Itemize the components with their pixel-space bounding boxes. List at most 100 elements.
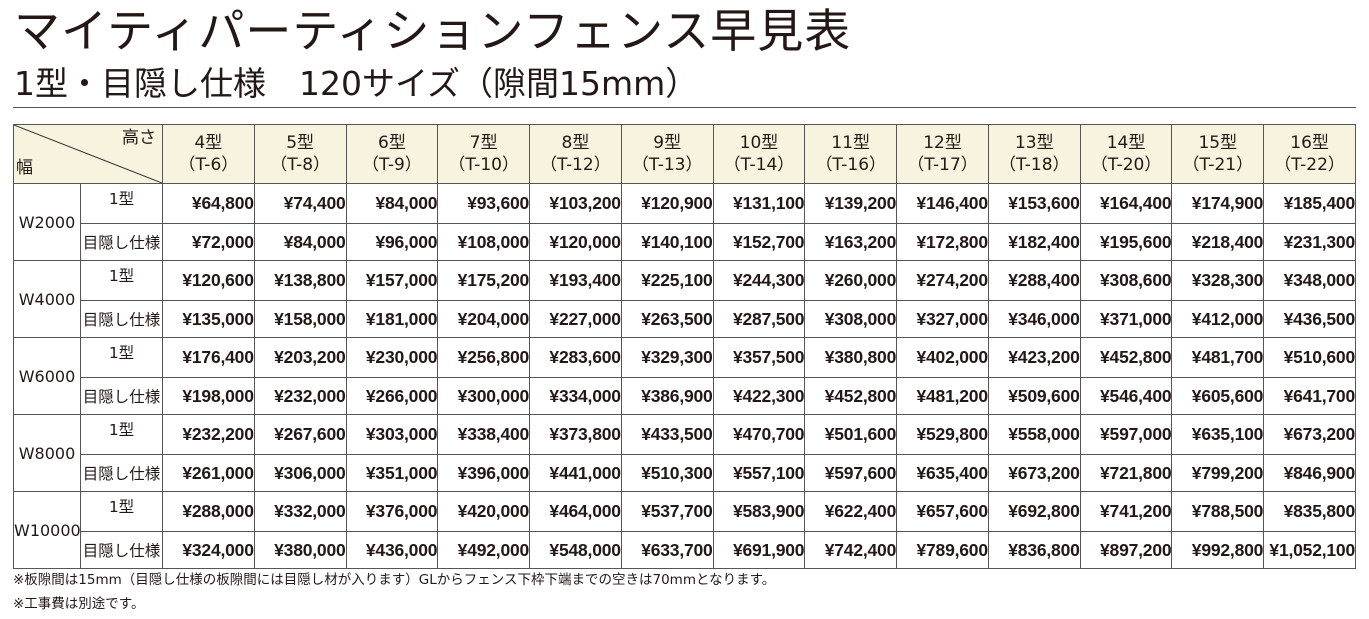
- price-cell: ¥597,600: [804, 454, 898, 492]
- spec-label: 目隠し仕様: [80, 300, 163, 338]
- price-cell: ¥157,000: [345, 260, 439, 301]
- price-cell: ¥1,052,100: [1263, 531, 1356, 569]
- price-cell: ¥232,200: [162, 414, 255, 455]
- price-cell: ¥396,000: [437, 454, 531, 492]
- price-cell: ¥225,100: [620, 260, 714, 301]
- price-cell: ¥244,300: [712, 260, 806, 301]
- price-cell: ¥175,200: [437, 260, 531, 301]
- column-header: 12型 （T-17）: [896, 124, 989, 184]
- price-cell: ¥288,400: [987, 260, 1081, 301]
- price-cell: ¥283,600: [529, 337, 622, 378]
- price-cell: ¥198,000: [162, 377, 255, 415]
- price-cell: ¥402,000: [896, 337, 989, 378]
- price-cell: ¥464,000: [529, 491, 622, 532]
- price-cell: ¥558,000: [987, 414, 1081, 455]
- price-cell: ¥357,500: [712, 337, 806, 378]
- price-cell: ¥436,500: [1263, 300, 1356, 338]
- price-cell: ¥835,800: [1263, 491, 1356, 532]
- price-cell: ¥93,600: [437, 183, 531, 224]
- price-cell: ¥139,200: [804, 183, 898, 224]
- table-row: 目隠し仕様 ¥324,000 ¥380,000 ¥436,000 ¥492,000 ¥54…: [14, 531, 1356, 569]
- price-cell: ¥308,000: [804, 300, 898, 338]
- price-cell: ¥158,000: [253, 300, 347, 338]
- column-header: 15型 （T-21）: [1171, 124, 1265, 184]
- price-cell: ¥74,400: [253, 183, 347, 224]
- price-cell: ¥300,000: [437, 377, 531, 415]
- width-label: W6000: [13, 337, 81, 415]
- column-header: 6型 （T-9）: [345, 124, 439, 184]
- price-cell: ¥441,000: [529, 454, 622, 492]
- spec-label: 1型: [80, 414, 163, 455]
- price-cell: ¥742,400: [804, 531, 898, 569]
- diagonal-line-icon: [14, 125, 162, 183]
- price-cell: ¥174,900: [1171, 183, 1265, 224]
- price-cell: ¥380,000: [253, 531, 347, 569]
- price-cell: ¥641,700: [1263, 377, 1356, 415]
- price-table: 高さ 幅 4型 （T-6） 5型 （T-8） 6型 （T-9） 7型 （T-10） 8型…: [13, 124, 1356, 569]
- price-cell: ¥72,000: [162, 223, 255, 261]
- corner-header-cell: 高さ 幅: [13, 124, 163, 184]
- price-cell: ¥287,500: [712, 300, 806, 338]
- spec-label: 1型: [80, 491, 163, 532]
- price-cell: ¥846,900: [1263, 454, 1356, 492]
- price-cell: ¥546,400: [1079, 377, 1173, 415]
- price-cell: ¥120,600: [162, 260, 255, 301]
- price-cell: ¥152,700: [712, 223, 806, 261]
- price-cell: ¥548,000: [529, 531, 622, 569]
- column-header: 10型 （T-14）: [712, 124, 806, 184]
- price-cell: ¥164,400: [1079, 183, 1173, 224]
- price-cell: ¥673,200: [1263, 414, 1356, 455]
- price-cell: ¥452,800: [1079, 337, 1173, 378]
- price-cell: ¥230,000: [345, 337, 439, 378]
- price-cell: ¥799,200: [1171, 454, 1265, 492]
- price-cell: ¥836,800: [987, 531, 1081, 569]
- table-row: W8000 1型 ¥232,200 ¥267,600 ¥303,000 ¥338,400 ¥…: [13, 414, 1356, 492]
- column-header: 5型 （T-8）: [253, 124, 347, 184]
- price-cell: ¥635,100: [1171, 414, 1265, 455]
- price-cell: ¥266,000: [345, 377, 439, 415]
- table-row: W6000 1型 ¥176,400 ¥203,200 ¥230,000 ¥256,800 ¥…: [13, 337, 1356, 415]
- price-cell: ¥306,000: [253, 454, 347, 492]
- price-cell: ¥334,000: [529, 377, 622, 415]
- price-cell: ¥789,600: [896, 531, 989, 569]
- spec-label: 目隠し仕様: [80, 377, 163, 415]
- column-header: 11型 （T-16）: [804, 124, 898, 184]
- price-cell: ¥267,600: [253, 414, 347, 455]
- price-cell: ¥232,000: [253, 377, 347, 415]
- price-cell: ¥509,600: [987, 377, 1081, 415]
- price-cell: ¥657,600: [896, 491, 989, 532]
- column-header: 14型 （T-20）: [1079, 124, 1173, 184]
- price-cell: ¥423,200: [987, 337, 1081, 378]
- price-cell: ¥373,800: [529, 414, 622, 455]
- price-cell: ¥633,700: [620, 531, 714, 569]
- price-cell: ¥308,600: [1079, 260, 1173, 301]
- column-header: 8型 （T-12）: [529, 124, 622, 184]
- price-cell: ¥348,000: [1263, 260, 1356, 301]
- width-axis-label: 幅: [16, 158, 33, 178]
- price-cell: ¥422,300: [712, 377, 806, 415]
- price-cell: ¥328,300: [1171, 260, 1265, 301]
- price-cell: ¥261,000: [162, 454, 255, 492]
- column-header: 7型 （T-10）: [437, 124, 531, 184]
- price-cell: ¥329,300: [620, 337, 714, 378]
- spec-label: 1型: [80, 260, 163, 301]
- table-row: 目隠し仕様 ¥198,000 ¥232,000 ¥266,000 ¥300,000 ¥33…: [14, 377, 1356, 415]
- price-cell: ¥303,000: [345, 414, 439, 455]
- price-cell: ¥131,100: [712, 183, 806, 224]
- column-header: 13型 （T-18）: [987, 124, 1081, 184]
- price-cell: ¥557,100: [712, 454, 806, 492]
- width-label: W8000: [13, 414, 81, 492]
- price-cell: ¥338,400: [437, 414, 531, 455]
- price-cell: ¥420,000: [437, 491, 531, 532]
- spec-label: 1型: [80, 337, 163, 378]
- price-cell: ¥108,000: [437, 223, 531, 261]
- footnote: ※工事費は別途です。: [13, 596, 145, 612]
- footnotes: ※板隙間は15mm（目隠し仕様の板隙間には目隠し材が入ります）GLからフェンス下…: [13, 568, 775, 616]
- price-cell: ¥182,400: [987, 223, 1081, 261]
- table-row: W4000 1型 ¥120,600 ¥138,800 ¥157,000 ¥175,200 ¥…: [13, 260, 1356, 338]
- price-cell: ¥741,200: [1079, 491, 1173, 532]
- spec-label: 目隠し仕様: [80, 454, 163, 492]
- price-cell: ¥172,800: [896, 223, 989, 261]
- spec-label: 1型: [80, 183, 163, 224]
- table-body: W2000 1型 ¥64,800 ¥74,400 ¥84,000 ¥93,600 ¥103,…: [13, 183, 1356, 569]
